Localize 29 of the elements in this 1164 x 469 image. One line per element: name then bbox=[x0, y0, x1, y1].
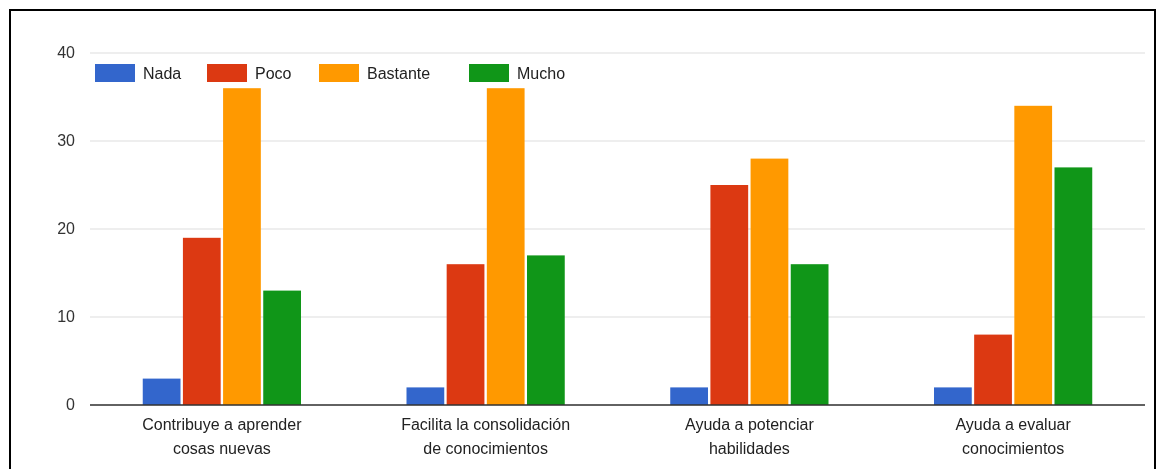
bar bbox=[527, 255, 565, 405]
y-tick-label: 30 bbox=[57, 132, 76, 149]
bar bbox=[670, 387, 709, 405]
bar bbox=[974, 334, 1012, 405]
bar bbox=[142, 378, 181, 405]
legend-label: Bastante bbox=[367, 65, 431, 82]
bar bbox=[223, 88, 261, 405]
bar bbox=[934, 387, 972, 405]
x-tick-label: Contribuye a aprender cosas nuevas bbox=[142, 416, 303, 457]
x-tick-label: Ayuda a potenciar habilidades bbox=[685, 416, 815, 457]
x-tick-label: Facilita la consolidación de conocimientos bbox=[401, 416, 571, 457]
bar bbox=[406, 387, 445, 405]
bar bbox=[1054, 167, 1093, 405]
y-tick-label: 20 bbox=[57, 220, 76, 237]
bar bbox=[750, 158, 789, 405]
y-tick-label: 10 bbox=[57, 308, 76, 325]
bar bbox=[263, 290, 301, 405]
legend-label: Mucho bbox=[517, 65, 566, 82]
y-tick-label: 0 bbox=[66, 396, 76, 413]
legend-label: Poco bbox=[255, 65, 292, 82]
y-tick-label: 40 bbox=[57, 44, 76, 61]
bar bbox=[1014, 105, 1053, 405]
bar bbox=[710, 185, 749, 405]
bar bbox=[486, 88, 525, 405]
legend-label: Nada bbox=[143, 65, 182, 82]
bar bbox=[790, 264, 829, 405]
bar bbox=[446, 264, 485, 405]
bar bbox=[182, 237, 221, 405]
x-tick-label: Ayuda a evaluar conocimientos bbox=[955, 416, 1072, 457]
